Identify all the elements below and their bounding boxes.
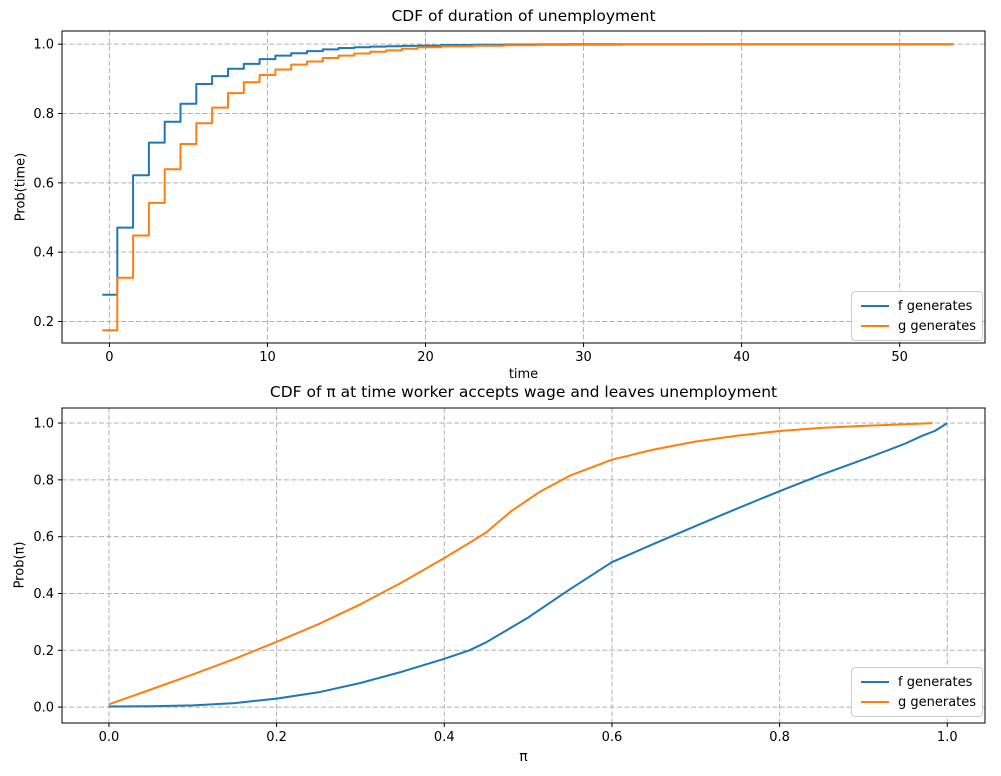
bottom-chart-ylabel: Prob(π) xyxy=(12,541,28,589)
top-chart-title: CDF of duration of unemployment xyxy=(391,7,656,25)
y-tick-label: 0.6 xyxy=(33,530,54,545)
series-line-f-generates xyxy=(102,43,954,296)
legend-entry: f generates xyxy=(861,296,973,316)
top-chart-xlabel: time xyxy=(508,367,539,382)
bottom-chart-plot-area: 0.0 0.2 0.4 0.6 0.8 1.0 0.0 0.2 0.4 0.6 0.8 1.0 xyxy=(33,407,986,745)
x-tick-label: 0.2 xyxy=(266,730,287,745)
x-tick-label: 10 xyxy=(259,350,276,365)
series-line-g-generates xyxy=(108,422,933,706)
top-chart-legend: f generates g generates xyxy=(851,291,983,341)
plot-border xyxy=(61,30,986,344)
legend-label-g: g generates xyxy=(898,694,977,710)
f-series-line-icon xyxy=(861,680,889,684)
y-tick-label: 1.0 xyxy=(33,38,54,53)
series-line-f-generates xyxy=(108,422,948,708)
legend-entry: g generates xyxy=(861,316,977,336)
bottom-chart-legend: f generates g generates xyxy=(851,667,983,717)
x-tick-label: 40 xyxy=(733,350,750,365)
x-tick-label: 0.0 xyxy=(99,730,120,745)
x-tick-label: 0.6 xyxy=(602,730,623,745)
x-tick-label: 20 xyxy=(417,350,434,365)
x-tick-label: 30 xyxy=(575,350,592,365)
g-series-line-icon xyxy=(861,324,889,328)
y-tick-label: 0.6 xyxy=(33,176,54,191)
legend-label-f: f generates xyxy=(898,298,973,314)
x-tick-label: 0.8 xyxy=(769,730,790,745)
x-tick-label: 0 xyxy=(105,350,113,365)
y-tick-label: 0.8 xyxy=(33,107,54,122)
y-tick-label: 0.2 xyxy=(33,315,54,330)
y-tick-label: 1.0 xyxy=(33,417,54,432)
bottom-chart-title: CDF of π at time worker accepts wage and… xyxy=(269,383,778,401)
y-tick-label: 0.0 xyxy=(33,701,54,716)
legend-label-f: f generates xyxy=(898,674,973,690)
f-series-line-icon xyxy=(861,304,889,308)
x-tick-label: 1.0 xyxy=(937,730,958,745)
top-chart-ylabel: Prob(time) xyxy=(13,152,29,222)
legend-entry: g generates xyxy=(861,692,977,712)
legend-label-g: g generates xyxy=(898,318,977,334)
x-tick-label: 50 xyxy=(891,350,908,365)
y-tick-label: 0.8 xyxy=(33,473,54,488)
series-line-g-generates xyxy=(102,43,954,332)
y-tick-label: 0.4 xyxy=(33,246,54,261)
plot-border xyxy=(61,407,986,724)
g-series-line-icon xyxy=(861,700,889,704)
y-tick-label: 0.4 xyxy=(33,587,54,602)
y-tick-label: 0.2 xyxy=(33,644,54,659)
x-tick-label: 0.4 xyxy=(434,730,455,745)
top-chart-plot-area: 0 10 20 30 40 50 0.2 0.4 0.6 0.8 1.0 xyxy=(33,30,986,365)
legend-entry: f generates xyxy=(861,672,973,692)
bottom-chart-xlabel: π xyxy=(519,749,528,765)
